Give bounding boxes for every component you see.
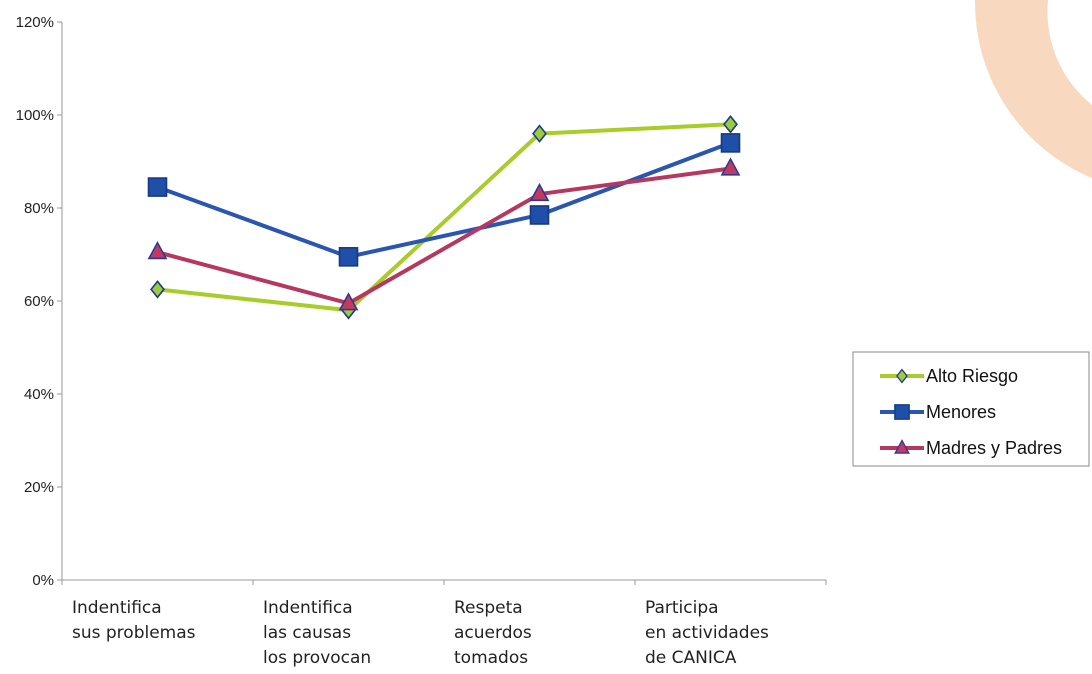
legend-marker-alto-riesgo <box>896 368 908 384</box>
marker-madres-y-padres <box>720 157 741 176</box>
marker-menores <box>147 177 168 197</box>
x-category-label: Indentifica las causas los provocan <box>263 598 371 668</box>
decorative-arc-shape <box>974 0 1092 178</box>
marker-madres-y-padres <box>147 241 168 260</box>
series-lines <box>156 122 732 313</box>
y-tick-label: 80% <box>24 200 54 217</box>
series-line-menores <box>156 141 732 259</box>
marker-alto-riesgo <box>150 280 165 299</box>
legend-label-alto-riesgo: Alto Riesgo <box>926 366 1018 386</box>
y-axis-ticks: 0% 20% 40% 60% 80% 100% 120% <box>16 14 62 589</box>
marker-madres-y-padres <box>338 292 359 311</box>
y-tick-label: 20% <box>24 479 54 496</box>
legend-label-madres-y-padres: Madres y Padres <box>926 438 1062 458</box>
y-tick-label: 40% <box>24 386 54 403</box>
decorative-arc <box>974 0 1092 178</box>
x-category-label: Respeta acuerdos tomados <box>454 598 532 668</box>
marker-menores <box>529 205 550 225</box>
legend: Alto Riesgo Menores Madres y Padres <box>852 351 1090 467</box>
y-tick-label: 0% <box>32 572 54 589</box>
x-axis-categories: Indentifica sus problemas Indentifica las c… <box>72 598 769 668</box>
marker-menores <box>338 247 359 267</box>
x-category-label: Indentifica sus problemas <box>72 598 196 643</box>
series-markers <box>147 115 741 320</box>
legend-label-menores: Menores <box>926 402 996 422</box>
y-tick-label: 60% <box>24 293 54 310</box>
y-tick-label: 120% <box>16 14 54 31</box>
marker-alto-riesgo <box>723 115 738 134</box>
marker-madres-y-padres <box>529 182 550 202</box>
series-line-alto-riesgo <box>157 122 731 313</box>
x-category-label: Participa en actividades de CANICA <box>645 598 769 668</box>
legend-marker-madres-y-padres <box>894 439 910 454</box>
marker-menores <box>720 133 741 153</box>
y-tick-label: 100% <box>16 107 54 124</box>
legend-marker-menores <box>894 404 910 420</box>
marker-alto-riesgo <box>532 124 547 143</box>
chart-axes <box>61 22 827 585</box>
series-line-madres-y-padres <box>156 166 731 306</box>
